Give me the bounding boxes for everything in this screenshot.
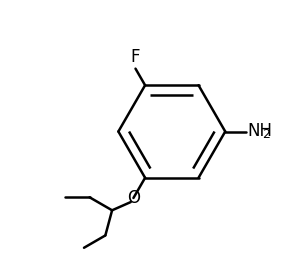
Text: O: O [127,189,140,207]
Text: F: F [131,48,140,67]
Text: 2: 2 [262,128,270,141]
Text: NH: NH [247,122,272,140]
